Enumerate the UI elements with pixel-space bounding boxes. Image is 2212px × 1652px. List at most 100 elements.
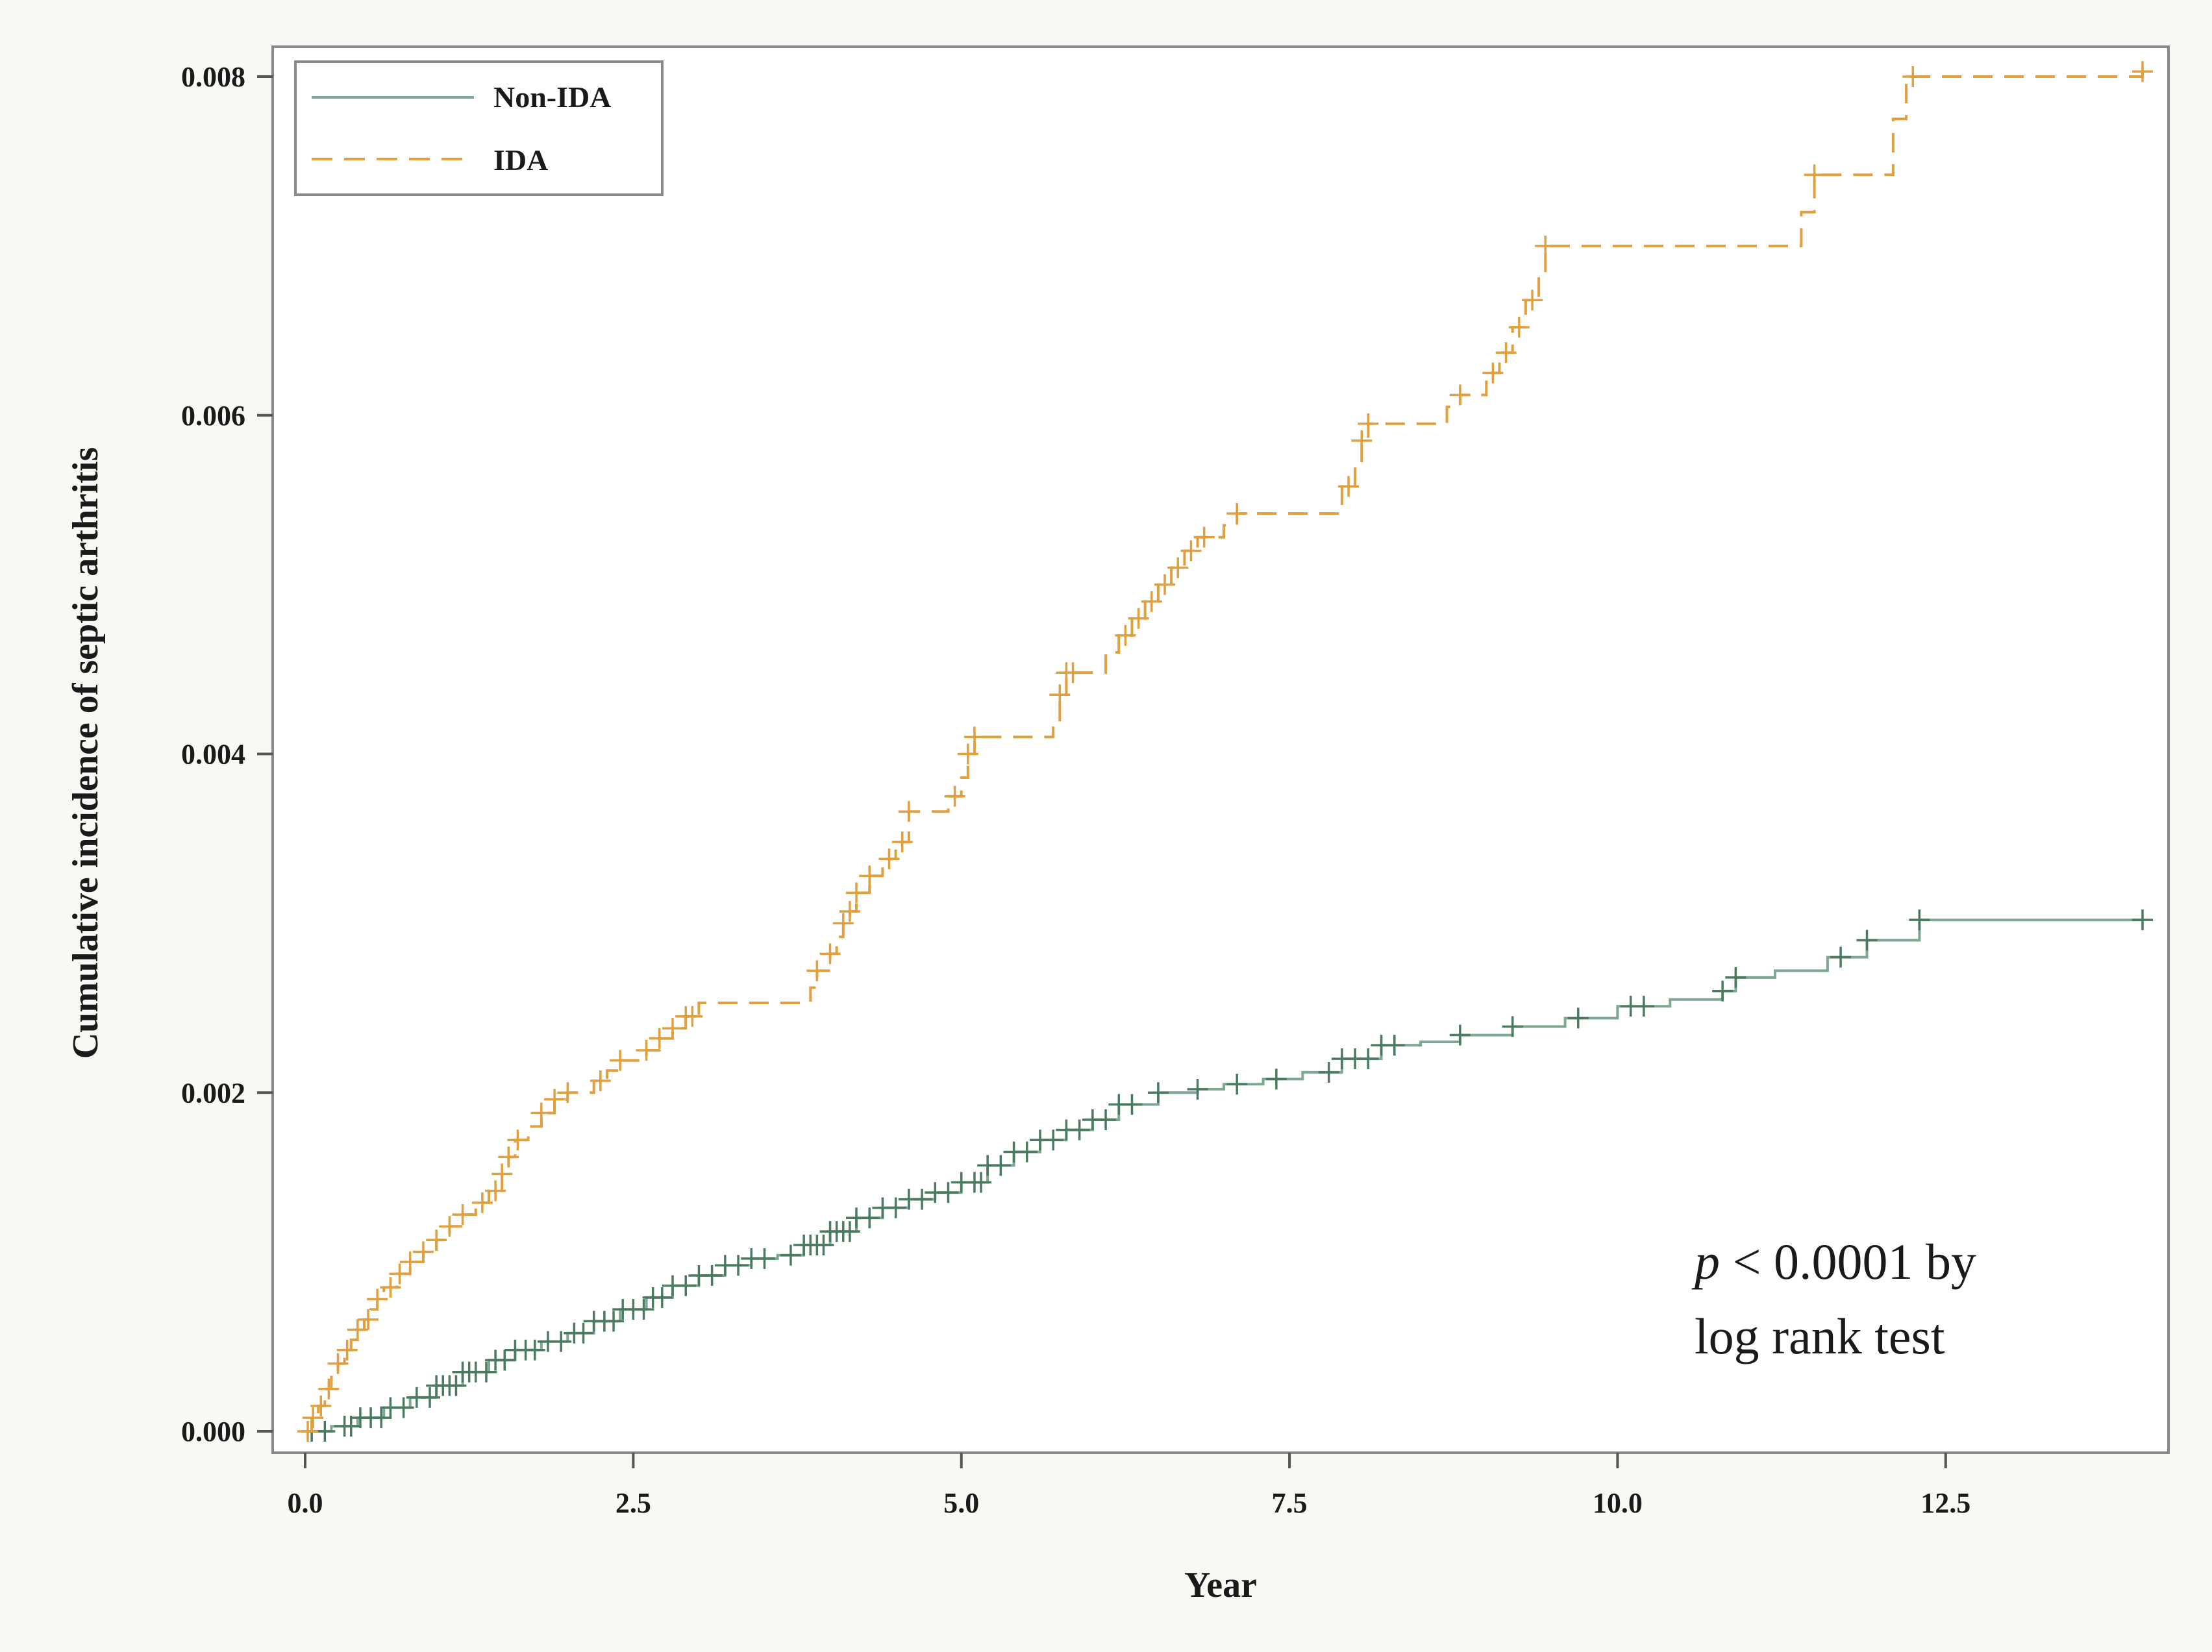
censor-mark — [494, 1350, 516, 1371]
censor-mark — [419, 1387, 441, 1408]
censor-mark — [1633, 996, 1654, 1017]
censor-mark — [1226, 1074, 1248, 1095]
legend-label-ida: IDA — [493, 143, 548, 177]
censor-mark — [1062, 662, 1084, 684]
legend-box — [294, 60, 664, 196]
censor-mark — [367, 1288, 388, 1310]
y-axis-title: Cumulative incidence of septic arthritis — [66, 447, 106, 1059]
censor-mark — [944, 785, 965, 807]
censor-mark — [573, 1322, 594, 1344]
censor-mark — [885, 1197, 906, 1218]
censor-mark — [1567, 1007, 1589, 1029]
y-tick-label: 0.006 — [181, 400, 245, 432]
censor-mark — [1830, 946, 1852, 968]
censor-mark — [1154, 574, 1176, 595]
censor-mark — [471, 1192, 493, 1213]
censor-mark — [498, 1146, 519, 1168]
p-symbol: p — [1691, 1233, 1720, 1290]
censor-mark — [445, 1375, 467, 1396]
censor-mark — [813, 1235, 834, 1256]
censor-mark — [701, 1264, 723, 1286]
censor-mark — [1909, 909, 1930, 931]
censor-mark — [1502, 1016, 1523, 1037]
censor-mark — [1535, 235, 1556, 256]
censor-mark — [859, 865, 880, 887]
censor-mark — [806, 960, 828, 981]
censor-mark — [1167, 557, 1189, 578]
y-axis: 0.000 0.002 0.004 0.006 0.008 — [181, 61, 273, 1448]
censor-mark — [1482, 362, 1504, 384]
censor-mark — [426, 1229, 447, 1251]
legend: Non-IDA IDA — [294, 60, 664, 196]
censor-mark — [544, 1089, 565, 1110]
censor-mark — [780, 1244, 801, 1266]
censor-mark — [399, 1251, 421, 1273]
censor-mark — [957, 743, 978, 765]
censor-mark — [971, 1172, 992, 1193]
series-layer — [297, 61, 2153, 1442]
censor-mark — [412, 1241, 434, 1263]
p-value-line-2: log rank test — [1695, 1308, 1945, 1364]
censor-mark — [452, 1204, 473, 1226]
censor-mark — [1495, 342, 1517, 364]
censor-mark — [963, 726, 985, 748]
censor-mark — [2132, 61, 2153, 82]
censor-mark — [1193, 526, 1215, 548]
censor-mark — [754, 1248, 775, 1269]
x-tick-label: 0.0 — [288, 1487, 323, 1519]
x-tick-label: 5.0 — [943, 1487, 979, 1519]
legend-label-non-ida: Non-IDA — [493, 80, 611, 114]
censor-mark — [2132, 909, 2153, 931]
censor-mark — [636, 1040, 657, 1061]
censor-mark — [1358, 1048, 1379, 1070]
censor-mark — [1265, 1068, 1287, 1090]
censor-mark — [1804, 164, 1825, 186]
censor-mark — [912, 1189, 933, 1210]
censor-mark — [1115, 624, 1136, 646]
censor-mark — [1856, 930, 1878, 951]
censor-mark — [340, 1416, 362, 1437]
series-ida — [297, 61, 2153, 1442]
censor-mark — [507, 1129, 528, 1151]
censor-mark — [297, 1421, 319, 1442]
censor-mark — [859, 1207, 880, 1229]
censor-mark — [318, 1378, 340, 1399]
censor-mark — [1384, 1035, 1405, 1056]
censor-mark — [1712, 980, 1734, 1002]
censor-mark — [1226, 503, 1248, 524]
censor-mark — [832, 913, 854, 934]
censor-mark — [1069, 1119, 1090, 1140]
censor-mark — [347, 1319, 368, 1340]
censor-mark — [1725, 967, 1746, 988]
x-tick-label: 12.5 — [1920, 1487, 1970, 1519]
censor-mark — [682, 1005, 703, 1027]
censor-mark — [1147, 1082, 1169, 1103]
censor-mark — [1318, 1061, 1339, 1083]
censor-mark — [1351, 430, 1373, 451]
censor-mark — [1449, 384, 1471, 406]
censor-mark — [336, 1339, 358, 1361]
p-value-annotation: p < 0.0001 by log rank test — [1691, 1233, 1976, 1364]
plot-frame — [271, 45, 2170, 1454]
censor-mark — [662, 1018, 683, 1039]
censor-mark — [846, 882, 867, 904]
censor-mark — [1095, 1109, 1117, 1130]
x-axis-title: Year — [1184, 1565, 1257, 1605]
censor-mark — [371, 1407, 392, 1429]
x-axis: 0.0 2.5 5.0 7.5 10.0 12.5 — [288, 1453, 1970, 1519]
censor-mark — [491, 1163, 513, 1185]
x-tick-label: 7.5 — [1272, 1487, 1308, 1519]
censor-mark — [439, 1216, 460, 1237]
x-tick-label: 10.0 — [1593, 1487, 1643, 1519]
x-tick-label: 2.5 — [615, 1487, 651, 1519]
censor-mark — [485, 1180, 506, 1202]
series-non-ida — [301, 909, 2153, 1442]
censor-mark — [675, 1275, 697, 1296]
y-tick-label: 0.004 — [181, 739, 245, 771]
censor-mark — [651, 1287, 673, 1308]
censor-mark — [1522, 290, 1543, 311]
censor-mark — [1449, 1024, 1471, 1046]
censor-mark — [1187, 1079, 1208, 1100]
